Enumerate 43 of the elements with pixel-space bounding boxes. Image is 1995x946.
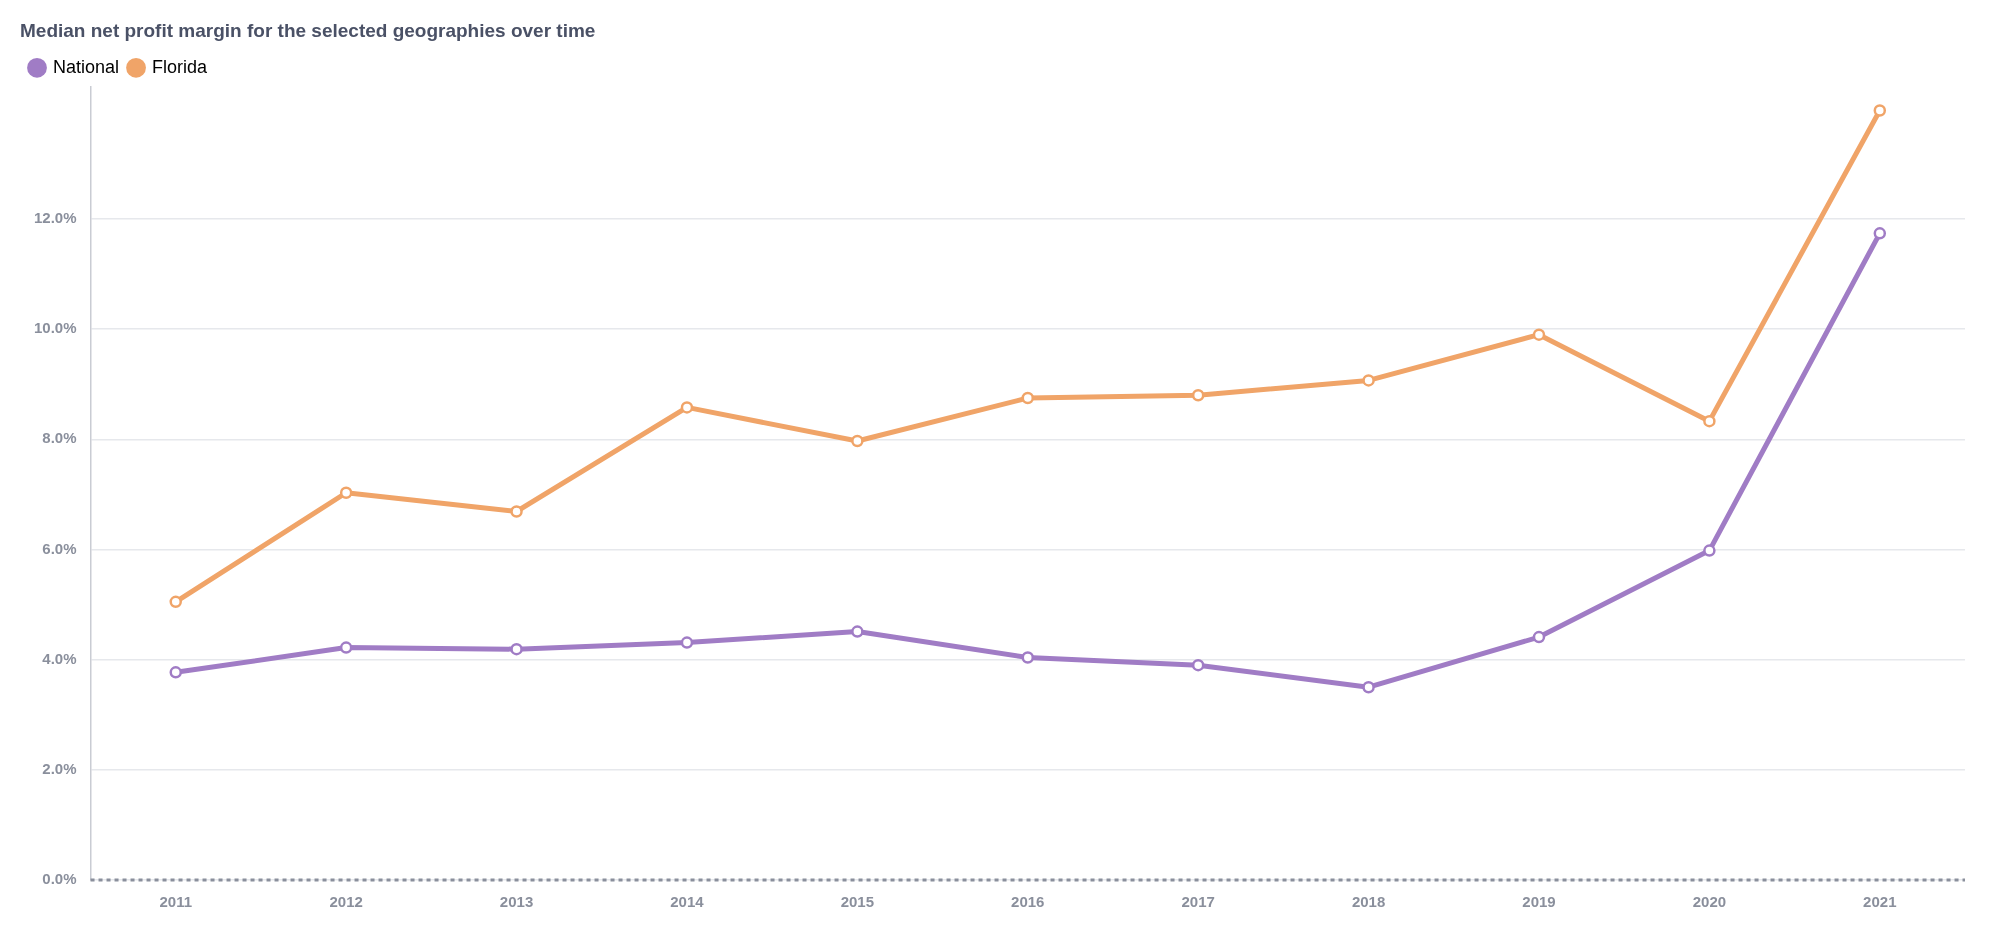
x-tick-label: 2012 (329, 893, 363, 911)
y-tick-label: 4.0% (42, 649, 77, 667)
x-tick-label: 2015 (840, 893, 875, 911)
y-tick-label: 12.0% (33, 209, 77, 227)
point (1873, 104, 1887, 117)
point (1191, 658, 1205, 672)
legend-label: National (53, 56, 120, 77)
x-tick-label: 2020 (1692, 893, 1727, 911)
x-tick-label: 2014 (670, 893, 705, 911)
x-tick-label: 2018 (1351, 893, 1386, 911)
point (1532, 630, 1546, 644)
y-tick-label: 2.0% (42, 759, 77, 777)
x-tick-label: 2019 (1522, 893, 1556, 911)
point (169, 595, 182, 609)
y-tick-label: 8.0% (42, 429, 77, 447)
point (510, 505, 523, 518)
point (1362, 374, 1375, 387)
y-tick-label: 0.0% (42, 870, 77, 888)
point (169, 666, 182, 679)
x-tick-label: 2021 (1863, 893, 1897, 911)
point (851, 434, 864, 448)
point (1532, 328, 1546, 341)
x-tick-label: 2013 (499, 893, 534, 911)
point (1362, 680, 1375, 694)
point (680, 401, 694, 414)
point (680, 636, 694, 649)
point (1873, 227, 1887, 240)
point (510, 642, 523, 656)
legend-label: Florida (152, 56, 209, 77)
x-tick-label: 2016 (1011, 893, 1045, 911)
y-tick-label: 10.0% (33, 319, 77, 337)
point (1703, 414, 1716, 428)
point (1021, 391, 1035, 405)
x-tick-label: 2017 (1181, 893, 1215, 911)
point (1021, 651, 1035, 664)
point (339, 486, 353, 500)
chart-title: Median net profit margin for the selected geographies over time (20, 19, 596, 41)
point (1703, 544, 1716, 557)
point (1191, 389, 1205, 402)
point (339, 641, 353, 654)
y-tick-label: 6.0% (42, 539, 77, 557)
point (851, 625, 864, 638)
x-tick-label: 2011 (159, 893, 193, 911)
